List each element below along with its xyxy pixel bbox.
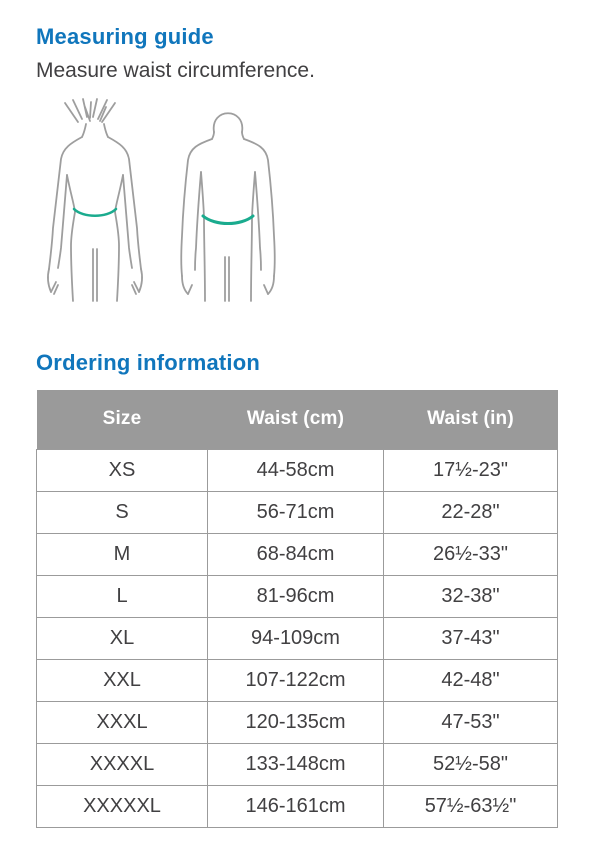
table-row: XXXXL 133-148cm 52½-58" bbox=[36, 742, 558, 786]
header-waist-cm: Waist (cm) bbox=[207, 390, 384, 449]
cell-waist-cm: 44-58cm bbox=[207, 448, 384, 492]
cell-waist-in: 17½-23" bbox=[383, 448, 558, 492]
cell-waist-in: 26½-33" bbox=[383, 532, 558, 576]
cell-size: XXXL bbox=[36, 700, 208, 744]
cell-waist-in: 37-43" bbox=[383, 616, 558, 660]
size-chart-table: Size Waist (cm) Waist (in) XS 44-58cm 17½-… bbox=[36, 390, 558, 828]
cell-waist-cm: 94-109cm bbox=[207, 616, 384, 660]
table-row: XXXXXL 146-161cm 57½-63½" bbox=[36, 784, 558, 828]
table-row: M 68-84cm 26½-33" bbox=[36, 532, 558, 576]
male-figure-back-icon bbox=[180, 112, 276, 302]
ordering-information-title: Ordering information bbox=[36, 350, 260, 375]
cell-waist-cm: 146-161cm bbox=[207, 784, 384, 828]
cell-size: S bbox=[36, 490, 208, 534]
table-row: XL 94-109cm 37-43" bbox=[36, 616, 558, 660]
cell-size: XXL bbox=[36, 658, 208, 702]
table-row: L 81-96cm 32-38" bbox=[36, 574, 558, 618]
cell-waist-in: 52½-58" bbox=[383, 742, 558, 786]
waist-line bbox=[201, 214, 255, 225]
female-figure-back-icon bbox=[47, 98, 143, 302]
cell-waist-cm: 120-135cm bbox=[207, 700, 384, 744]
cell-waist-cm: 107-122cm bbox=[207, 658, 384, 702]
header-waist-in: Waist (in) bbox=[383, 390, 558, 449]
measuring-guide-title: Measuring guide bbox=[36, 24, 214, 49]
cell-waist-in: 42-48" bbox=[383, 658, 558, 702]
cell-waist-cm: 68-84cm bbox=[207, 532, 384, 576]
cell-waist-in: 47-53" bbox=[383, 700, 558, 744]
cell-waist-in: 57½-63½" bbox=[383, 784, 558, 828]
table-row: XS 44-58cm 17½-23" bbox=[36, 448, 558, 492]
cell-size: XXXXXL bbox=[36, 784, 208, 828]
cell-size: M bbox=[36, 532, 208, 576]
waist-line bbox=[72, 207, 118, 218]
sizing-guide-page: Measuring guide Measure waist circumfere… bbox=[36, 24, 558, 828]
table-row: XXL 107-122cm 42-48" bbox=[36, 658, 558, 702]
table-row: XXXL 120-135cm 47-53" bbox=[36, 700, 558, 744]
table-header-row: Size Waist (cm) Waist (in) bbox=[36, 390, 558, 449]
table-row: S 56-71cm 22-28" bbox=[36, 490, 558, 534]
cell-waist-cm: 56-71cm bbox=[207, 490, 384, 534]
measuring-guide-subtitle: Measure waist circumference. bbox=[36, 59, 315, 82]
cell-size: XXXXL bbox=[36, 742, 208, 786]
cell-size: XL bbox=[36, 616, 208, 660]
header-size: Size bbox=[36, 390, 208, 449]
cell-waist-cm: 133-148cm bbox=[207, 742, 384, 786]
cell-size: XS bbox=[36, 448, 208, 492]
waist-measurement-illustration bbox=[38, 97, 290, 304]
cell-size: L bbox=[36, 574, 208, 618]
cell-waist-in: 22-28" bbox=[383, 490, 558, 534]
cell-waist-in: 32-38" bbox=[383, 574, 558, 618]
cell-waist-cm: 81-96cm bbox=[207, 574, 384, 618]
